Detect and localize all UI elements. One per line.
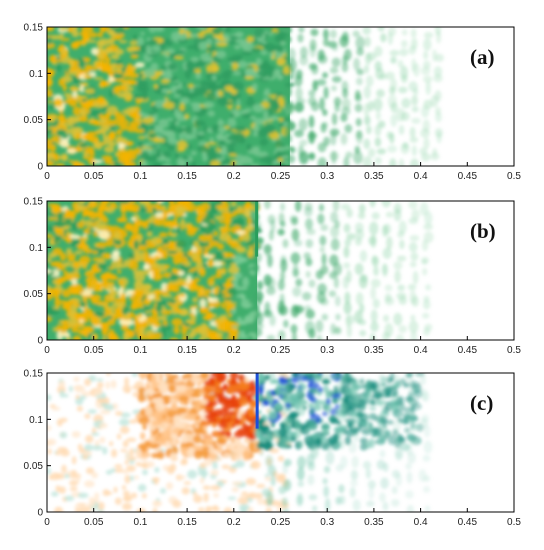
x-tick-label: 0.5 xyxy=(507,345,521,356)
x-tick-label: 0.15 xyxy=(177,171,197,182)
x-tick-label: 0 xyxy=(44,345,50,356)
y-tick-label: 0.15 xyxy=(24,369,44,380)
x-tick-label: 0.3 xyxy=(320,171,334,182)
x-tick-label: 0.5 xyxy=(507,171,521,182)
x-tick-label: 0.25 xyxy=(271,345,291,356)
y-tick-label: 0.05 xyxy=(24,461,44,472)
y-tick-label: 0.05 xyxy=(24,115,44,126)
x-tick-label: 0.4 xyxy=(414,517,428,528)
y-tick-label: 0.15 xyxy=(24,23,44,34)
x-tick-label: 0.35 xyxy=(364,345,384,356)
y-tick-label: 0 xyxy=(37,336,43,347)
y-tick-label: 0.1 xyxy=(29,243,43,254)
panel-b: 0 0.05 0.1 0.15 0.2 0.25 0.3 0.35 0.4 0.45 0.5 0 0.0… xyxy=(24,197,522,357)
x-tick-label: 0.45 xyxy=(458,345,478,356)
x-tick-label: 0.1 xyxy=(133,345,147,356)
x-tick-label: 0.5 xyxy=(507,517,521,528)
y-tick-label: 0.1 xyxy=(29,69,43,80)
x-tick-label: 0.25 xyxy=(271,517,291,528)
panel-label: (a) xyxy=(470,45,495,69)
x-tick-label: 0.35 xyxy=(364,171,384,182)
y-tick-label: 0 xyxy=(37,162,43,173)
x-tick-label: 0.3 xyxy=(320,345,334,356)
x-tick-label: 0.05 xyxy=(84,345,104,356)
x-tick-label: 0.2 xyxy=(227,345,241,356)
y-tick-label: 0 xyxy=(37,508,43,519)
x-tick-label: 0.3 xyxy=(320,517,334,528)
y-tick-label: 0.05 xyxy=(24,289,44,300)
x-tick-label: 0.05 xyxy=(84,171,104,182)
heatmap-field xyxy=(47,373,514,512)
x-tick-label: 0.4 xyxy=(414,345,428,356)
panel-c: 0 0.05 0.1 0.15 0.2 0.25 0.3 0.35 0.4 0.45 0.5 0 0.0… xyxy=(24,369,522,529)
panel-label: (b) xyxy=(470,219,496,243)
x-tick-label: 0.45 xyxy=(458,517,478,528)
x-tick-label: 0.45 xyxy=(458,171,478,182)
x-tick-label: 0.1 xyxy=(133,171,147,182)
x-tick-label: 0.15 xyxy=(177,345,197,356)
x-tick-label: 0.25 xyxy=(271,171,291,182)
heatmap-field xyxy=(47,27,514,166)
x-tick-label: 0.05 xyxy=(84,517,104,528)
x-tick-label: 0.35 xyxy=(364,517,384,528)
heatmap-field xyxy=(47,201,514,340)
x-tick-label: 0.2 xyxy=(227,517,241,528)
panel-label: (c) xyxy=(470,391,493,415)
x-tick-label: 0.4 xyxy=(414,171,428,182)
x-tick-label: 0.15 xyxy=(177,517,197,528)
y-tick-label: 0.1 xyxy=(29,415,43,426)
x-tick-label: 0 xyxy=(44,171,50,182)
panel-a: 0 0.05 0.1 0.15 0.2 0.25 0.3 0.35 0.4 0.45 0.5 0 0.0… xyxy=(24,23,522,183)
x-tick-label: 0.2 xyxy=(227,171,241,182)
y-tick-label: 0.15 xyxy=(24,197,44,208)
x-tick-label: 0 xyxy=(44,517,50,528)
x-tick-label: 0.1 xyxy=(133,517,147,528)
